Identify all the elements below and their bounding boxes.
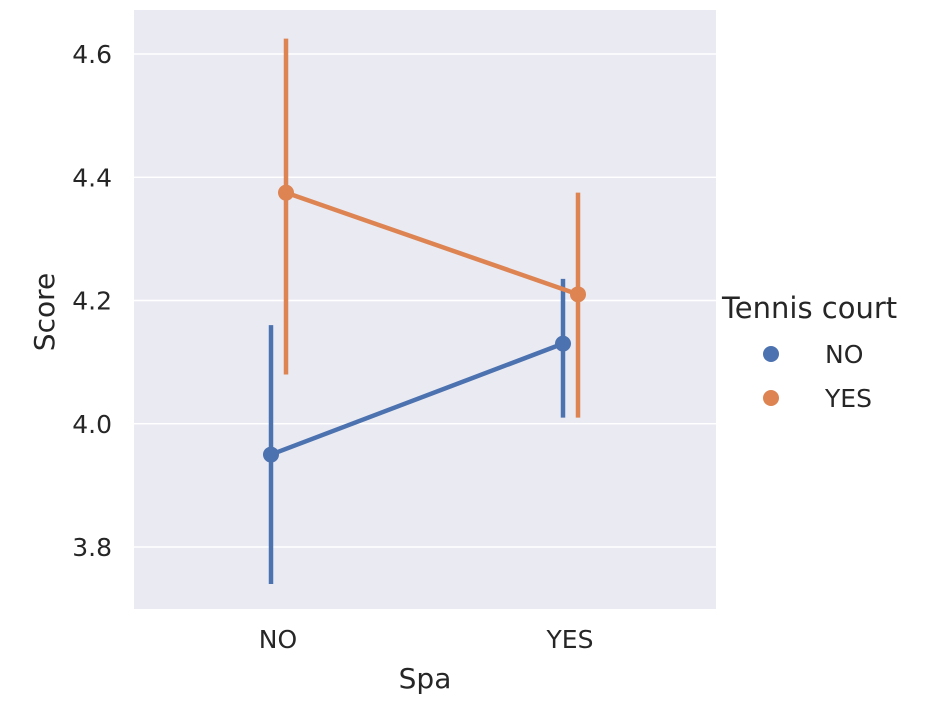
y-tick-label: 4.4 bbox=[72, 163, 112, 192]
y-tick-label: 4.2 bbox=[72, 287, 112, 316]
y-tick-label: 4.0 bbox=[72, 410, 112, 439]
x-tick-label: YES bbox=[546, 625, 594, 654]
y-tick-label: 3.8 bbox=[72, 533, 112, 562]
x-tick-label: NO bbox=[259, 625, 297, 654]
series-yes bbox=[278, 38, 586, 418]
legend-title: Tennis court bbox=[721, 291, 897, 325]
legend-marker bbox=[763, 390, 779, 406]
series-layer bbox=[263, 38, 586, 584]
data-point bbox=[570, 286, 586, 303]
legend: Tennis court NO YES bbox=[721, 291, 897, 413]
grid-lines bbox=[134, 53, 716, 548]
data-point bbox=[278, 184, 294, 201]
data-point bbox=[263, 446, 279, 463]
legend-label: YES bbox=[824, 384, 872, 413]
legend-label: NO bbox=[825, 340, 863, 369]
series-line bbox=[270, 341, 564, 457]
legend-marker bbox=[763, 346, 779, 362]
series-no bbox=[263, 278, 571, 584]
series-line bbox=[285, 190, 579, 297]
y-axis-title: Score bbox=[28, 273, 61, 351]
x-tick-labels: NO YES bbox=[259, 625, 594, 654]
plot-area bbox=[134, 10, 716, 609]
data-point bbox=[555, 335, 571, 352]
x-axis-title: Spa bbox=[399, 662, 452, 695]
y-tick-labels: 3.8 4.0 4.2 4.4 4.6 bbox=[72, 40, 112, 562]
y-tick-label: 4.6 bbox=[72, 40, 112, 69]
